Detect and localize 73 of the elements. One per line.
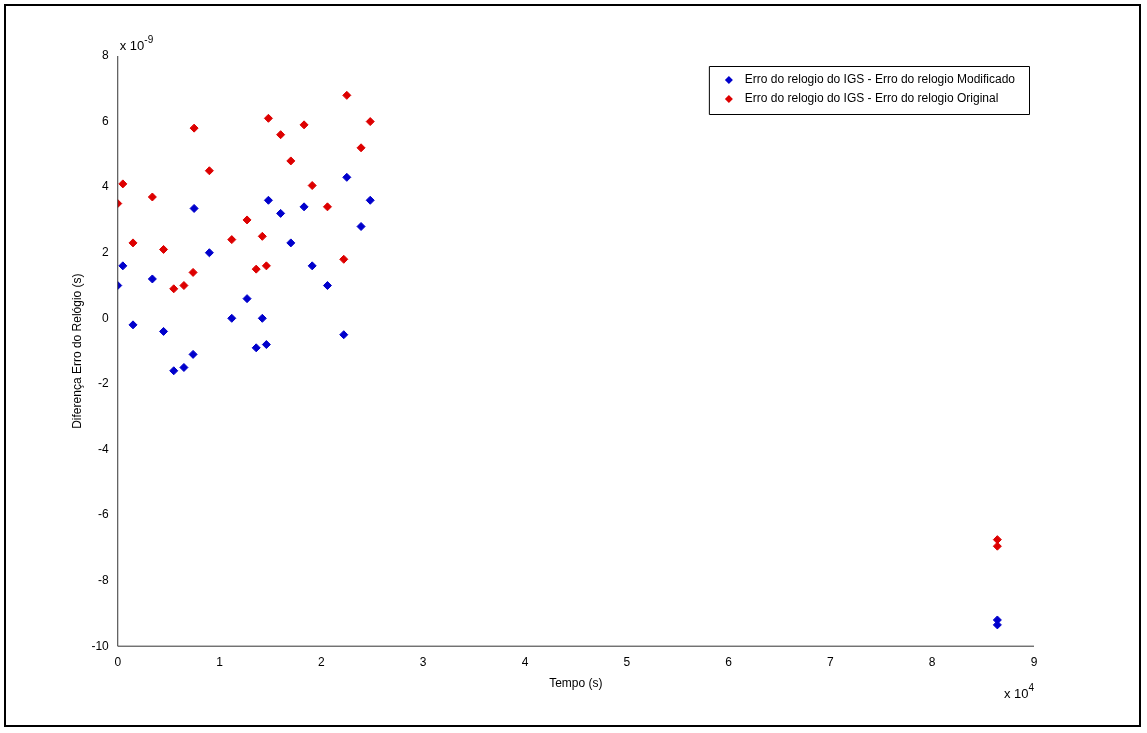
point <box>299 120 309 130</box>
y-tick-label: -10 <box>91 638 110 653</box>
point <box>128 238 138 248</box>
y-tick-label: 4 <box>102 179 110 194</box>
point <box>992 541 1002 551</box>
y-tick-label: -2 <box>98 376 110 391</box>
point <box>251 264 261 274</box>
point <box>242 215 252 225</box>
x-tick-label: 4 <box>521 654 529 669</box>
x-tick-label: 8 <box>928 654 936 669</box>
point <box>147 192 157 202</box>
point <box>342 90 352 100</box>
y-axis-title: Diferença Erro do Relógio (s) <box>69 273 84 429</box>
point <box>118 179 128 189</box>
point <box>188 349 198 359</box>
point <box>365 117 375 127</box>
point <box>204 166 214 176</box>
point <box>159 326 169 336</box>
point <box>257 231 267 241</box>
point <box>307 261 317 271</box>
point <box>356 143 366 153</box>
point <box>227 235 237 245</box>
x-tick-label: 3 <box>419 654 427 669</box>
point <box>118 261 128 271</box>
y-tick-label: 0 <box>102 310 110 325</box>
point <box>128 320 138 330</box>
point <box>189 123 199 133</box>
x-tick-label: 0 <box>114 654 122 669</box>
point <box>286 156 296 166</box>
x-axis-title: Tempo (s) <box>549 676 603 691</box>
y-tick-label: -6 <box>98 507 110 522</box>
point <box>204 248 214 258</box>
point <box>342 172 352 182</box>
point <box>159 244 169 254</box>
point <box>169 284 179 294</box>
point <box>307 181 317 191</box>
point <box>263 195 273 205</box>
point <box>356 222 366 231</box>
point <box>276 130 286 140</box>
point <box>365 195 375 205</box>
point <box>286 238 296 248</box>
legend-label: Erro do relogio do IGS - Erro do relogio Original <box>744 91 999 106</box>
x-tick-label: 7 <box>827 654 835 669</box>
x-tick-label: 5 <box>623 654 631 669</box>
point <box>188 267 198 277</box>
legend-label: Erro do relogio do IGS - Erro do relogio Modificado <box>744 72 1016 87</box>
point <box>227 313 237 323</box>
point <box>242 294 252 304</box>
x-tick-label: 1 <box>216 654 224 669</box>
point <box>169 366 179 376</box>
point <box>276 208 286 218</box>
x-tick-label: 9 <box>1030 654 1038 669</box>
point <box>261 261 271 271</box>
point <box>339 254 349 264</box>
y-tick-label: 8 <box>102 48 110 63</box>
point <box>257 313 267 323</box>
x-tick-label: 6 <box>725 654 733 669</box>
point <box>263 113 273 123</box>
x-tick-label: 2 <box>318 654 326 669</box>
point <box>189 203 199 213</box>
point <box>322 281 332 291</box>
point <box>299 202 309 212</box>
point <box>251 343 261 353</box>
point <box>339 330 349 340</box>
point <box>179 281 189 291</box>
y-tick-label: -4 <box>98 441 110 456</box>
point <box>179 362 189 372</box>
y-tick-label: -8 <box>98 572 110 587</box>
point <box>261 340 271 350</box>
y-tick-label: 2 <box>102 245 110 260</box>
point <box>322 202 332 212</box>
point <box>147 274 157 284</box>
y-tick-label: 6 <box>102 113 110 128</box>
